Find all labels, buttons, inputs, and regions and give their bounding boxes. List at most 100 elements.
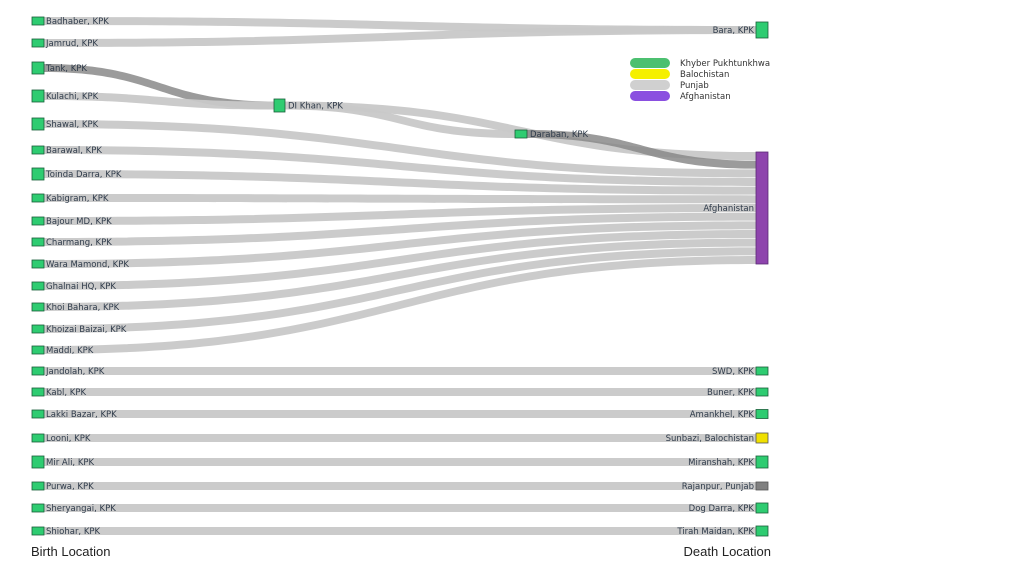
legend-label-2: Punjab xyxy=(680,81,709,91)
middle-node-dikhan xyxy=(273,98,286,113)
sankey-link-purwa-rajanpur xyxy=(44,482,756,490)
target-node-buner xyxy=(755,387,769,397)
source-label-khoibahara: Khoi Bahara, KPK xyxy=(46,303,120,313)
target-node-sunbazi xyxy=(755,432,769,444)
target-label-amankhel: Amankhel, KPK xyxy=(690,410,755,420)
source-label-mirali: Mir Ali, KPK xyxy=(46,458,95,468)
death-location-caption: Death Location xyxy=(684,544,771,559)
source-node-looni xyxy=(31,433,45,443)
source-node-sheryangai xyxy=(31,503,45,513)
sankey-labels: Badhaber, KPK Jamrud, KPK Tank, KPK Kulachi… xyxy=(45,17,754,537)
legend-label-3: Afghanistan xyxy=(680,92,731,102)
source-node-shawal xyxy=(31,117,45,131)
source-node-maddi xyxy=(31,345,45,355)
target-label-buner: Buner, KPK xyxy=(707,388,754,398)
sankey-link-maddi-afghanistan xyxy=(44,256,756,354)
source-node-jamrud xyxy=(31,38,45,48)
sankey-link-daraban-afghanistan xyxy=(527,130,756,169)
source-node-lakki xyxy=(31,409,45,419)
legend-swatch-0 xyxy=(630,58,670,68)
sankey-link-khoibahara-afghanistan xyxy=(44,238,756,311)
sankey-link-barawal-afghanistan xyxy=(44,146,756,186)
sankey-link-bajour-afghanistan xyxy=(44,204,756,225)
sankey-link-jamrud-bara xyxy=(44,26,756,47)
sankey-link-kabl-buner xyxy=(44,388,756,396)
sankey-link-charmang-afghanistan xyxy=(44,212,756,246)
source-label-wara: Wara Mamond, KPK xyxy=(46,260,129,270)
target-node-rajanpur xyxy=(755,481,769,491)
source-node-kulachi xyxy=(31,89,45,103)
source-label-kulachi: Kulachi, KPK xyxy=(46,92,99,102)
sankey-link-wara-afghanistan xyxy=(44,221,756,268)
source-node-tank xyxy=(31,61,45,75)
target-label-rajanpur: Rajanpur, Punjab xyxy=(682,482,754,492)
source-label-maddi: Maddi, KPK xyxy=(46,346,94,356)
source-node-jandolah xyxy=(31,366,45,376)
source-label-lakki: Lakki Bazar, KPK xyxy=(46,410,117,420)
sankey-nodes xyxy=(31,16,769,537)
legend-swatch-2 xyxy=(630,80,670,90)
source-label-charmang: Charmang, KPK xyxy=(46,238,112,248)
source-label-tank: Tank, KPK xyxy=(45,64,87,74)
source-label-barawal: Barawal, KPK xyxy=(46,146,102,156)
source-label-khoizai: Khoizai Baizai, KPK xyxy=(46,325,127,335)
source-label-shiohar: Shiohar, KPK xyxy=(46,527,101,537)
source-label-toinda: Toinda Darra, KPK xyxy=(45,170,122,180)
target-label-sunbazi: Sunbazi, Balochistan xyxy=(666,434,754,444)
target-node-swd xyxy=(755,366,769,376)
target-node-dogdarra xyxy=(755,502,769,514)
legend-label-1: Balochistan xyxy=(680,70,729,80)
target-label-dogdarra: Dog Darra, KPK xyxy=(689,504,755,514)
source-label-bajour: Bajour MD, KPK xyxy=(46,217,112,227)
legend-swatch-1 xyxy=(630,69,670,79)
target-node-miranshah xyxy=(755,455,769,469)
middle-label-dikhan: DI Khan, KPK xyxy=(288,102,343,112)
source-label-ghalnai: Ghalnai HQ, KPK xyxy=(46,282,116,292)
source-node-barawal xyxy=(31,145,45,155)
target-label-afghanistan: Afghanistan xyxy=(703,204,754,214)
source-node-wara xyxy=(31,259,45,269)
source-node-shiohar xyxy=(31,526,45,536)
target-node-bara xyxy=(755,21,769,39)
source-node-toinda xyxy=(31,167,45,181)
source-label-kabl: Kabl, KPK xyxy=(46,388,86,398)
sankey-link-toinda-afghanistan xyxy=(44,170,756,195)
legend: Khyber PukhtunkhwaBalochistanPunjabAfgha… xyxy=(630,58,770,102)
middle-node-daraban xyxy=(514,129,528,139)
source-label-shawal: Shawal, KPK xyxy=(46,120,99,130)
source-label-kabigram: Kabigram, KPK xyxy=(46,194,109,204)
target-label-tirah: Tirah Maidan, KPK xyxy=(676,527,754,537)
target-label-miranshah: Miranshah, KPK xyxy=(688,458,754,468)
target-label-swd: SWD, KPK xyxy=(712,367,754,377)
source-node-kabigram xyxy=(31,193,45,203)
legend-label-0: Khyber Pukhtunkhwa xyxy=(680,59,770,69)
target-node-afghanistan xyxy=(755,151,769,265)
source-node-purwa xyxy=(31,481,45,491)
sankey-link-lakki-amankhel xyxy=(44,410,756,418)
source-node-khoizai xyxy=(31,324,45,334)
sankey-link-mirali-miranshah xyxy=(44,458,756,466)
source-node-charmang xyxy=(31,237,45,247)
birth-location-caption: Birth Location xyxy=(31,544,111,559)
sankey-link-jandolah-swd xyxy=(44,367,756,375)
target-node-amankhel xyxy=(755,409,769,419)
source-label-jandolah: Jandolah, KPK xyxy=(45,367,105,377)
source-node-bajour xyxy=(31,216,45,226)
sankey-link-dikhan-daraban xyxy=(285,101,515,138)
sankey-link-kabigram-afghanistan xyxy=(44,194,756,204)
source-label-looni: Looni, KPK xyxy=(46,434,91,444)
sankey-link-tank-dikhan xyxy=(44,64,274,110)
source-node-badhaber xyxy=(31,16,45,26)
target-label-bara: Bara, KPK xyxy=(713,26,755,36)
source-label-purwa: Purwa, KPK xyxy=(46,482,94,492)
source-node-ghalnai xyxy=(31,281,45,291)
source-node-khoibahara xyxy=(31,302,45,312)
source-node-kabl xyxy=(31,387,45,397)
target-node-tirah xyxy=(755,525,769,537)
source-label-badhaber: Badhaber, KPK xyxy=(46,17,109,27)
legend-swatch-3 xyxy=(630,91,670,101)
sankey-link-looni-sunbazi xyxy=(44,434,756,442)
sankey-link-kulachi-dikhan xyxy=(44,92,274,110)
sankey-link-khoizai-afghanistan xyxy=(44,247,756,333)
